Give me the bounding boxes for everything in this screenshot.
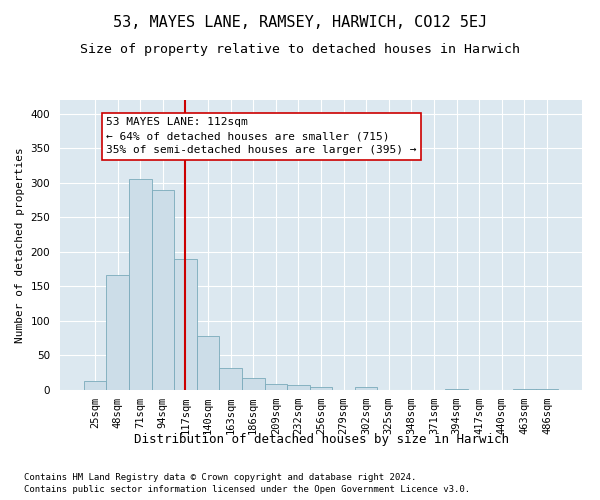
Bar xyxy=(106,276,129,390)
Bar xyxy=(355,387,377,390)
Bar xyxy=(220,368,242,390)
Bar xyxy=(287,385,310,390)
Bar xyxy=(174,259,197,390)
Text: Contains public sector information licensed under the Open Government Licence v3: Contains public sector information licen… xyxy=(24,485,470,494)
Bar xyxy=(310,386,332,390)
Bar xyxy=(197,336,220,390)
Bar xyxy=(84,381,106,390)
Text: Distribution of detached houses by size in Harwich: Distribution of detached houses by size … xyxy=(133,432,509,446)
Bar xyxy=(445,388,468,390)
Bar xyxy=(129,180,152,390)
Y-axis label: Number of detached properties: Number of detached properties xyxy=(15,147,25,343)
Text: 53, MAYES LANE, RAMSEY, HARWICH, CO12 5EJ: 53, MAYES LANE, RAMSEY, HARWICH, CO12 5E… xyxy=(113,15,487,30)
Text: 53 MAYES LANE: 112sqm
← 64% of detached houses are smaller (715)
35% of semi-det: 53 MAYES LANE: 112sqm ← 64% of detached … xyxy=(106,118,417,156)
Bar xyxy=(242,378,265,390)
Text: Size of property relative to detached houses in Harwich: Size of property relative to detached ho… xyxy=(80,42,520,56)
Bar xyxy=(152,190,174,390)
Text: Contains HM Land Registry data © Crown copyright and database right 2024.: Contains HM Land Registry data © Crown c… xyxy=(24,472,416,482)
Bar xyxy=(536,388,558,390)
Bar xyxy=(513,388,536,390)
Bar xyxy=(265,384,287,390)
